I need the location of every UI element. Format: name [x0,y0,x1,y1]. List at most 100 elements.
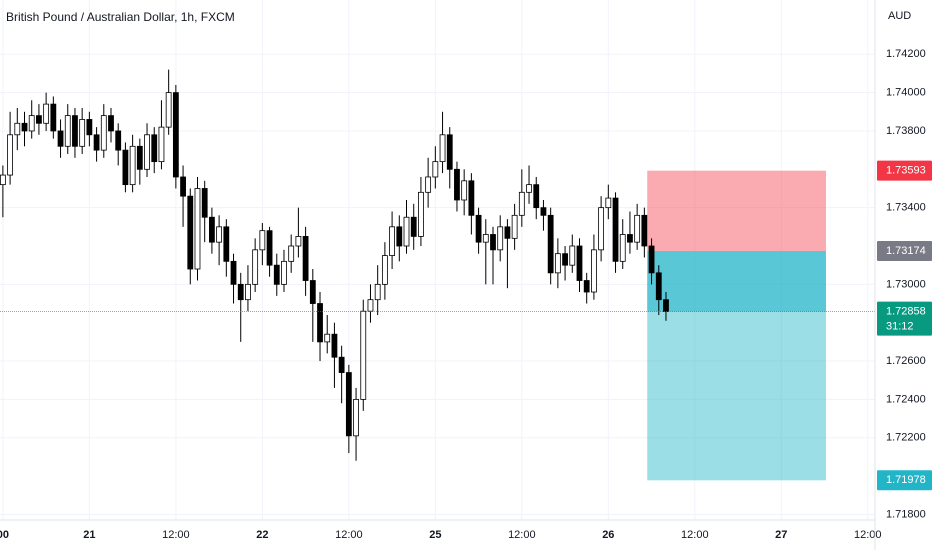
candle [7,111,13,185]
candle [36,104,42,135]
candle [598,196,605,262]
candle [663,292,669,321]
candle-body [295,236,302,247]
candle [504,219,511,289]
x-tick-label: 25 [429,529,441,541]
candle [216,215,223,266]
x-tick-label: 26 [602,529,614,541]
candle-body [158,126,165,163]
candle [381,242,388,300]
candle-body [64,115,71,147]
candle [446,127,453,189]
candle [209,207,215,254]
candle [367,284,374,323]
candle-body [648,245,655,274]
candle-body [367,299,374,312]
candle-body [511,214,518,239]
candle-body [57,130,64,147]
candle-body [583,280,590,293]
candle-body [86,119,93,136]
candle [136,138,143,185]
candle-body [237,283,244,301]
candle-body [165,92,172,128]
candle [345,364,352,454]
candle [230,253,237,304]
candle [144,123,150,177]
candle-body [122,149,129,186]
candle [237,272,244,342]
candle [648,238,655,285]
candle [418,176,424,247]
candle-body [216,226,223,243]
candle [389,211,395,270]
candle-body [518,191,525,216]
candle-body [605,197,612,209]
candle-body [403,216,410,247]
candle-body [331,333,338,358]
candle-body [576,245,583,281]
candle-body [627,234,633,243]
candle-body [634,214,641,243]
candle-body [223,226,230,262]
candle-body [591,249,597,293]
candle [338,345,345,404]
candle [540,199,547,231]
candle [43,92,50,131]
x-tick-label: 12:00 [162,529,190,541]
position-tool[interactable] [647,170,826,481]
candle-body [100,115,107,151]
candle-body [93,134,100,151]
candle-body [266,230,273,266]
candle-body [360,310,367,400]
candle [554,238,561,289]
x-tick-label: 12:00 [854,529,882,541]
profit-zone[interactable] [647,250,826,312]
candle [403,199,410,254]
candles [0,69,875,461]
candle [468,173,475,235]
candle-body [324,333,331,343]
candle-body [43,103,50,124]
y-tick-label: 1.73000 [886,278,926,290]
candle-body [309,280,316,304]
candle [360,299,367,411]
y-tick-label: 1.73400 [886,202,926,214]
candle-body [482,234,489,243]
candle [439,111,446,174]
candle [57,119,64,158]
candle [641,207,648,258]
y-axis-unit: AUD [888,10,911,22]
candle-body [180,176,186,197]
candle-body [201,188,208,218]
candle [605,184,612,220]
stop-zone[interactable] [647,170,826,251]
candle-body [446,134,453,170]
candle-body [50,103,57,132]
candle [50,96,57,139]
chart-title: British Pound / Australian Dollar, 1h, F… [6,10,235,24]
candle-body [209,216,215,243]
candle [497,215,504,262]
candle-body [115,130,122,151]
candle-body [641,214,648,247]
candle [172,84,179,189]
candle [374,265,381,316]
candle [331,322,338,388]
candle [425,157,432,208]
x-tick-label: 21 [83,529,95,541]
candle [511,203,518,250]
candle-body [619,234,626,262]
candle-body [136,145,143,170]
candle [317,292,323,362]
candle-body [663,299,669,312]
candle-body [36,115,42,124]
candle-body [353,398,359,437]
candle-body [7,134,13,176]
candle-body [230,260,237,285]
candle-body [554,253,561,274]
y-tick-label: 1.72400 [886,393,926,405]
candle [14,107,21,151]
y-tick-label: 1.74000 [886,87,926,99]
candle [634,203,641,250]
